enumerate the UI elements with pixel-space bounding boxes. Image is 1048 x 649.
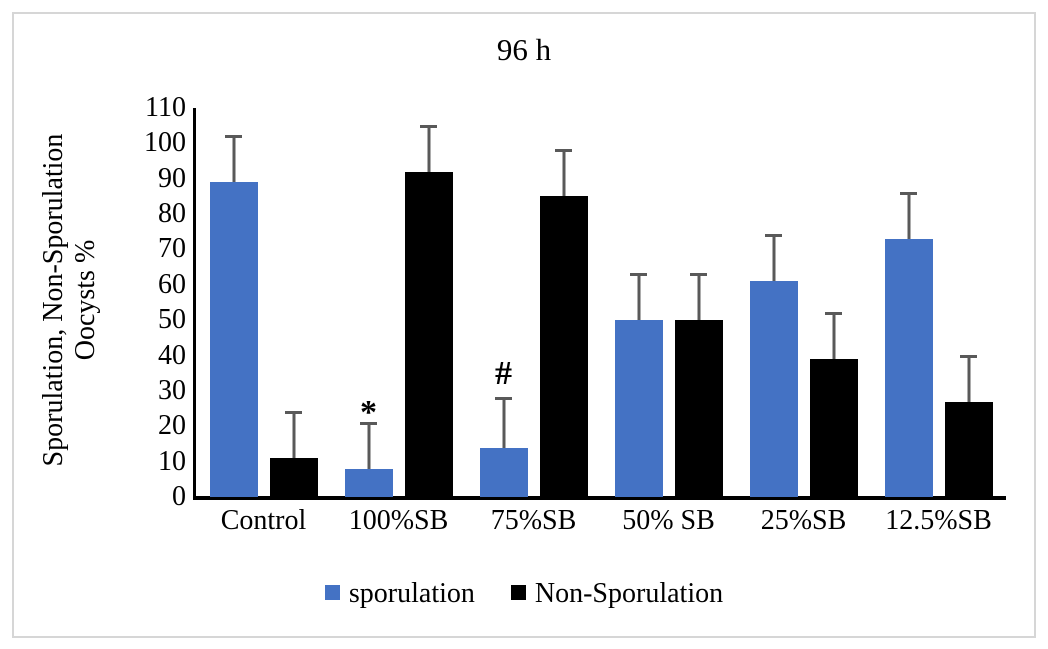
x-label-100%SB: 100%SB: [348, 505, 449, 536]
legend-label-Non-Sporulation: Non-Sporulation: [534, 578, 724, 609]
legend-label-sporulation: sporulation: [348, 578, 475, 609]
bar-Non-Sporulation-Control: [269, 411, 318, 497]
x-label-75%SB: 75%SB: [490, 505, 577, 536]
bar-Non-Sporulation-100%SB: [404, 124, 453, 497]
error-whisker: [900, 191, 917, 239]
bar-group-75%SB: #: [466, 108, 601, 497]
bar-group-25%SB: [736, 108, 871, 497]
significance-marker-sporulation-75%SB: #: [495, 355, 512, 393]
error-whisker: [630, 273, 647, 321]
x-axis-line: [193, 496, 1006, 500]
bar-group-100%SB: *: [331, 108, 466, 497]
error-cap: [630, 273, 647, 277]
error-cap: [495, 397, 512, 400]
bar-Non-Sporulation-50% SB: [674, 273, 723, 497]
error-cap: [900, 191, 917, 195]
y-tick-0: 0: [172, 481, 186, 512]
x-label-Control: Control: [220, 505, 307, 536]
error-cap: [825, 312, 842, 316]
bar-sporulation-12.5%SB: [884, 191, 933, 497]
error-cap: [285, 411, 302, 415]
y-tick-100: 100: [144, 127, 186, 159]
error-whisker: [225, 135, 242, 183]
error-cap: [225, 135, 242, 139]
bar-Non-Sporulation-75%SB: [539, 149, 588, 497]
significance-marker-sporulation-100%SB: *: [360, 394, 377, 432]
legend-swatch-Non-Sporulation: [510, 584, 526, 600]
y-tick-40: 40: [158, 339, 186, 371]
bar-sporulation-50% SB: [614, 273, 663, 497]
error-whisker: [960, 354, 977, 402]
x-label-12.5%SB: 12.5%SB: [885, 505, 992, 536]
error-cap: [960, 354, 977, 358]
legend-item-sporulation: sporulation: [324, 578, 475, 609]
chart-title: 96 h: [496, 32, 552, 67]
error-cap: [690, 273, 707, 277]
x-axis-labels: Control 100%SB 75%SB 50% SB 25%SB 12.5%SB: [196, 505, 1006, 537]
y-tick-60: 60: [158, 268, 186, 300]
bar-group-50% SB: [601, 108, 736, 497]
bar-Non-Sporulation-12.5%SB: [944, 354, 993, 497]
error-whisker: [420, 124, 437, 172]
bar-group-12.5%SB: [871, 108, 1006, 497]
error-whisker: [285, 411, 302, 459]
bar-sporulation-100%SB: *: [344, 396, 393, 497]
error-whisker: [555, 149, 572, 197]
bar-sporulation-75%SB: #: [479, 357, 528, 497]
error-whisker: [825, 312, 842, 360]
legend: sporulation Non-Sporulation: [0, 580, 1048, 608]
legend-item-Non-Sporulation: Non-Sporulation: [510, 578, 724, 609]
error-cap: [555, 149, 572, 153]
y-tick-20: 20: [158, 410, 186, 442]
legend-swatch-sporulation: [324, 584, 340, 600]
error-cap: [360, 421, 377, 425]
bar-Non-Sporulation-25%SB: [809, 312, 858, 497]
error-whisker: [360, 421, 377, 469]
y-tick-110: 110: [145, 92, 186, 123]
y-tick-10: 10: [158, 445, 186, 477]
bar-group-Control: [196, 108, 331, 497]
x-label-25%SB: 25%SB: [760, 505, 847, 536]
error-whisker: [690, 273, 707, 321]
error-cap: [420, 124, 437, 128]
plot-area: * #: [193, 108, 1006, 500]
y-axis-line: [193, 108, 196, 500]
y-axis-ticks: 0 10 20 30 40 50 60 70 80 90 100 110: [0, 94, 186, 511]
y-tick-30: 30: [158, 374, 186, 406]
bar-sporulation-Control: [209, 135, 258, 497]
y-tick-80: 80: [158, 198, 186, 230]
bar-sporulation-25%SB: [749, 234, 798, 497]
error-whisker: [765, 234, 782, 282]
error-whisker: [495, 397, 512, 448]
y-tick-70: 70: [158, 233, 186, 265]
x-label-50% SB: 50% SB: [622, 505, 715, 536]
error-cap: [765, 234, 782, 238]
y-tick-50: 50: [158, 304, 186, 336]
bar-groups: * #: [196, 108, 1006, 497]
y-tick-90: 90: [158, 162, 186, 194]
